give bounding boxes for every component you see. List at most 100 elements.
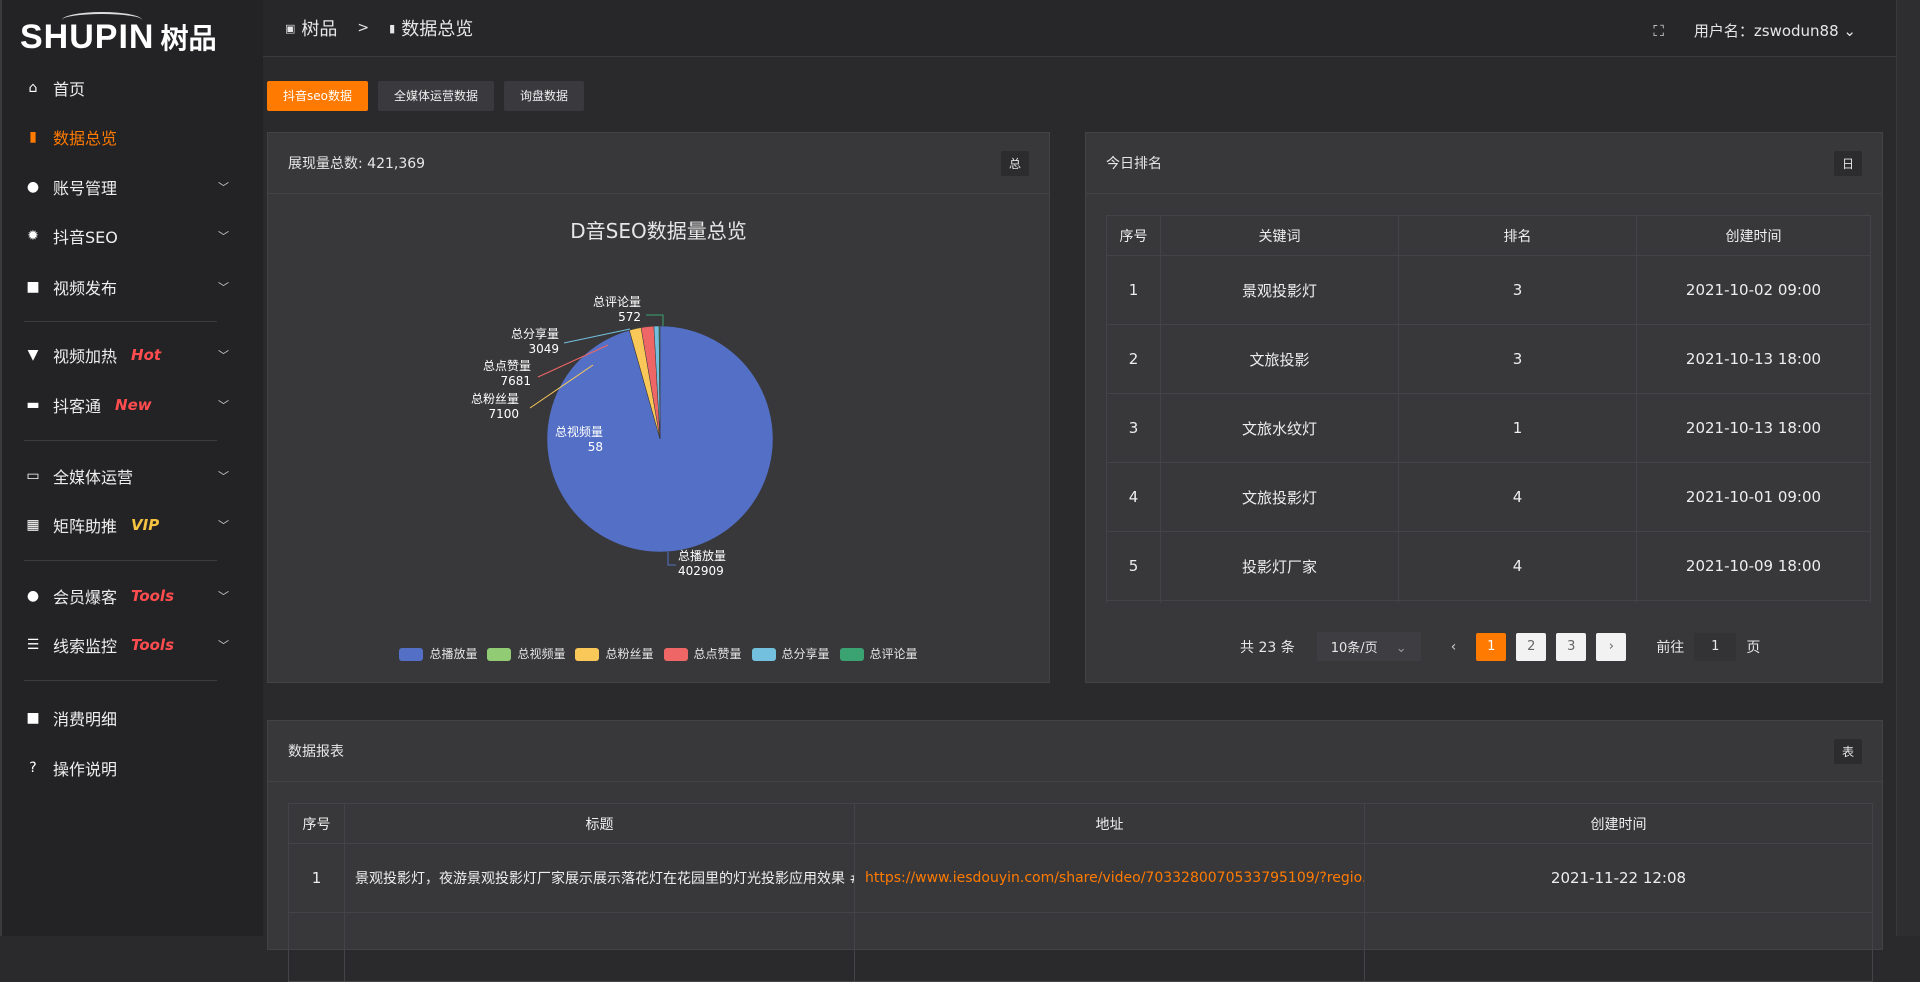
sidebar-item-5[interactable]: ▼ 视频加热 Hot ﹀ <box>24 340 229 370</box>
legend-item[interactable]: 总分享量 <box>751 645 830 662</box>
ranking-table: 序号 关键词 排名 创建时间 1 景观投影灯 3 2021-10-02 09:00 2 文… <box>1106 215 1871 603</box>
chevron-down-icon: ﹀ <box>218 230 229 243</box>
chevron-down-icon: ﹀ <box>218 639 229 652</box>
video-link[interactable]: https://www.iesdouyin.com/share/video/70… <box>854 843 1365 913</box>
chart-legend: 总播放量 总视频量 总粉丝量 总点赞量 总分享量 总评论量 <box>268 645 1049 662</box>
sidebar-item-1[interactable]: ▮ 数据总览 <box>24 122 229 152</box>
breadcrumb: ▣ 树品 > ▮ 数据总览 <box>285 15 473 41</box>
breadcrumb-separator: > <box>357 20 370 36</box>
sidebar: SHUPIN 树品 ⌂ 首页 ▮ 数据总览 ● 账号管理 ﹀ ✹ 抖音SEO ﹀ ■ 视频发布 ﹀ ▼ 视频加… <box>0 0 263 936</box>
sidebar-item-2[interactable]: ● 账号管理 ﹀ <box>24 172 229 202</box>
tab-all-media[interactable]: 全媒体运营数据 <box>377 81 494 111</box>
legend-label: 总点赞量 <box>693 647 742 661</box>
legend-swatch <box>839 648 864 661</box>
username: 用户名：zswodun88 <box>1693 22 1839 40</box>
legend-swatch <box>575 648 600 661</box>
sidebar-item-3[interactable]: ✹ 抖音SEO ﹀ <box>24 221 229 251</box>
sidebar-item-label: 抖客通 <box>53 397 102 416</box>
pie-slice-5[interactable] <box>658 325 661 440</box>
chevron-down-icon: ﹀ <box>218 399 229 412</box>
legend-item[interactable]: 总点赞量 <box>663 645 742 662</box>
cell: 1 <box>1106 255 1161 325</box>
sidebar-item-label: 视频发布 <box>53 279 118 298</box>
table-row: 2 文旅投影 3 2021-10-13 18:00 <box>1106 324 1871 394</box>
legend-item[interactable]: 总粉丝量 <box>575 645 654 662</box>
table-row: 4 文旅投影灯 4 2021-10-01 09:00 <box>1106 462 1871 532</box>
legend-item[interactable]: 总播放量 <box>399 645 477 662</box>
chart-icon: ▣ <box>285 21 296 35</box>
table-row: 5 投影灯厂家 4 2021-10-09 18:00 <box>1106 531 1871 601</box>
slice-label-comments: 总评论量 572 <box>592 295 641 324</box>
sidebar-item-8[interactable]: ▦ 矩阵助推 VIP ﹀ <box>24 510 229 540</box>
cell: 2021-10-13 18:00 <box>1636 324 1871 394</box>
sidebar-item-label: 数据总览 <box>53 129 118 148</box>
sidebar-badge: Hot <box>131 346 162 364</box>
cell-created: 2021-11-22 12:08 <box>1364 843 1873 913</box>
tab-inquiry[interactable]: 询盘数据 <box>504 81 585 111</box>
ranking-table-wrap[interactable]: 序号 关键词 排名 创建时间 1 景观投影灯 3 2021-10-02 09:00 2 文… <box>1106 215 1871 603</box>
chevron-down-icon: ﹀ <box>218 349 229 362</box>
cell: 5 <box>1106 531 1161 601</box>
sidebar-item-7[interactable]: ▭ 全媒体运营 ﹀ <box>24 461 229 491</box>
cell: 3 <box>1398 324 1637 394</box>
logo-cn: 树品 <box>160 22 217 55</box>
label-line-4 <box>563 328 631 344</box>
label-line-0 <box>667 552 676 566</box>
prev-page-button[interactable]: ‹ <box>1450 638 1457 655</box>
sidebar-item-0[interactable]: ⌂ 首页 <box>24 73 229 103</box>
ranking-panel: 今日排名日 序号 关键词 排名 创建时间 1 景观投影灯 3 2021-10-02 0… <box>1085 132 1883 683</box>
table-tag[interactable]: 表 <box>1833 738 1862 764</box>
sidebar-item-12[interactable]: ? 操作说明 <box>24 753 229 783</box>
user-menu[interactable]: 用户名：zswodun88 ⌄ <box>1694 20 1856 41</box>
bar-chart-icon: ▮ <box>29 129 37 145</box>
page-2[interactable]: 2 <box>1516 632 1547 661</box>
divider <box>24 680 217 681</box>
label-line-5 <box>646 314 664 326</box>
label-line-2 <box>529 364 594 409</box>
sidebar-item-6[interactable]: ▬ 抖客通 New ﹀ <box>24 390 229 420</box>
sidebar-item-10[interactable]: ☰ 线索监控 Tools ﹀ <box>24 630 229 660</box>
chevron-down-icon: ﹀ <box>218 519 229 532</box>
sidebar-item-label: 全媒体运营 <box>53 468 134 487</box>
cell: 文旅水纹灯 <box>1160 393 1399 463</box>
fullscreen-icon[interactable]: ⛶ <box>1653 21 1664 40</box>
cell: 4 <box>1398 462 1637 532</box>
slice-label-fans: 总粉丝量 7100 <box>470 392 519 421</box>
legend-item[interactable]: 总评论量 <box>839 645 918 662</box>
legend-label: 总粉丝量 <box>605 647 654 661</box>
cell-title: 景观投影灯，夜游景观投影灯厂家展示展示落花灯在花园里的灯光投影应用效果 # <box>344 843 855 913</box>
breadcrumb-home[interactable]: 树品 <box>301 19 338 40</box>
scrollbar[interactable] <box>1896 0 1920 936</box>
page-size-select[interactable]: 10条/页 ⌄ <box>1316 632 1421 661</box>
day-tag[interactable]: 日 <box>1833 150 1862 176</box>
sidebar-badge: Tools <box>131 636 174 654</box>
goto-page-input[interactable]: 1 <box>1694 632 1737 661</box>
slice-label-likes: 总点赞量 7681 <box>482 359 531 388</box>
col-created: 创建时间 <box>1636 215 1871 256</box>
col-title: 标题 <box>344 803 855 844</box>
next-page-button[interactable]: › <box>1596 632 1627 661</box>
tab-douyin-seo[interactable]: 抖音seo数据 <box>267 81 368 111</box>
legend-item[interactable]: 总视频量 <box>487 645 565 662</box>
sidebar-item-11[interactable]: ■ 消费明细 <box>24 703 229 733</box>
overview-panel: 展现量总数: 421,369 总 D音SEO数据量总览 总评论量 572 总分享量 3… <box>267 132 1050 683</box>
chevron-down-icon: ⌄ <box>1843 22 1856 40</box>
total-tag[interactable]: 总 <box>1000 150 1029 176</box>
page-3[interactable]: 3 <box>1556 632 1587 661</box>
total-count: 共 23 条 <box>1240 639 1295 656</box>
sidebar-item-9[interactable]: ● 会员爆客 Tools ﹀ <box>24 581 229 611</box>
help-icon: ? <box>29 760 37 776</box>
cell: 3 <box>1106 393 1161 463</box>
page-1[interactable]: 1 <box>1476 632 1507 661</box>
legend-swatch <box>487 648 512 661</box>
pie-chart <box>529 314 774 566</box>
sliders-icon: ☰ <box>26 637 40 653</box>
member-icon: ● <box>26 588 40 604</box>
home-icon: ⌂ <box>28 80 38 96</box>
cell: 4 <box>1106 462 1161 532</box>
col-keyword: 关键词 <box>1160 215 1399 256</box>
wallet-icon: ■ <box>26 710 40 726</box>
sidebar-item-4[interactable]: ■ 视频发布 ﹀ <box>24 272 229 302</box>
legend-label: 总视频量 <box>517 647 566 661</box>
cell: 2021-10-13 18:00 <box>1636 393 1871 463</box>
